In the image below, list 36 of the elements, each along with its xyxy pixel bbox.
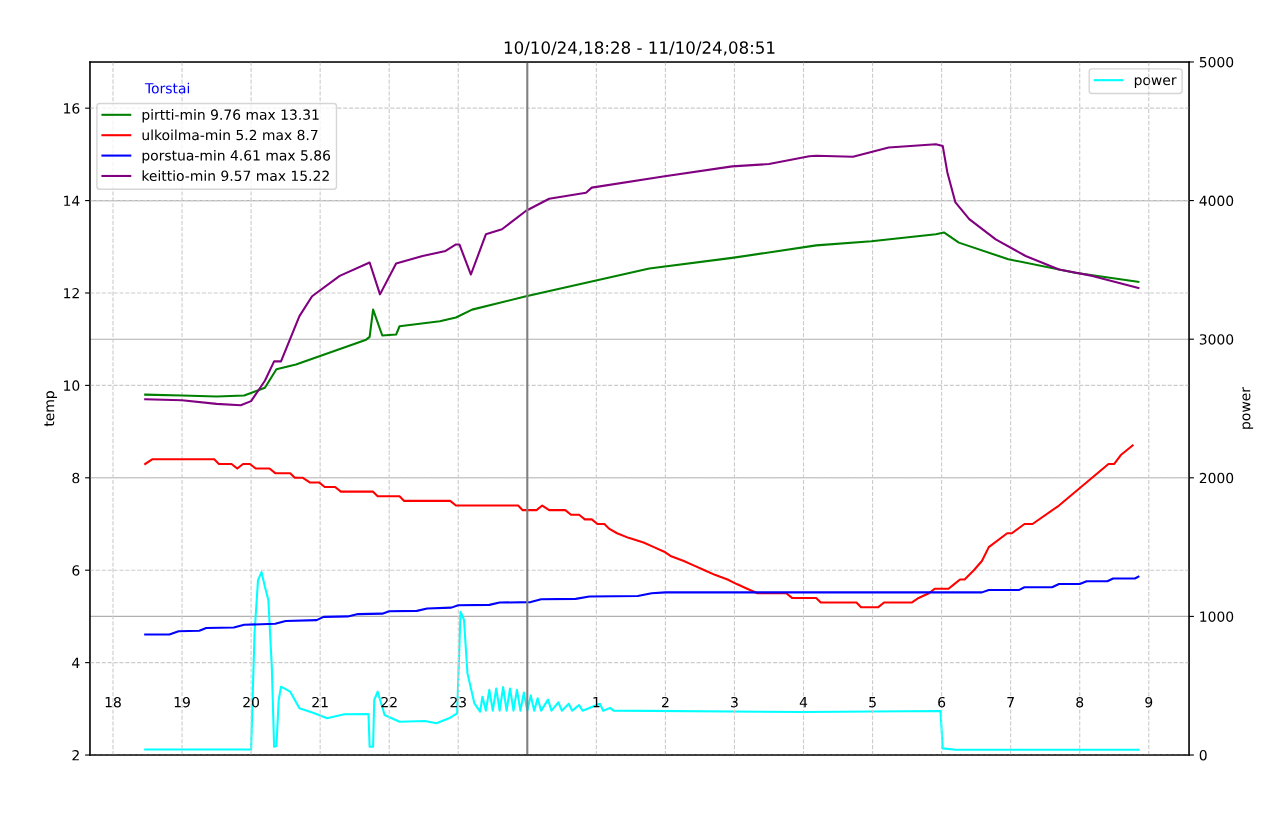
y-tick-label: 4 (72, 657, 80, 668)
x-tick-label: 1 (593, 697, 600, 708)
y2-tick-label: 4000 (1199, 195, 1234, 207)
legend-label: keittio-min 9.57 max 15.22 (142, 170, 329, 182)
y-axis-title: temp (44, 391, 58, 427)
y2-tick-label: 1000 (1200, 611, 1234, 622)
y-tick-label: 12 (64, 287, 79, 299)
annotation: Torstai (144, 82, 189, 94)
legend-label: ulkoilma-min 5.2 max 8.7 (142, 129, 318, 141)
x-tick-label: 22 (381, 696, 397, 708)
y2-axis-title: power (1242, 387, 1254, 429)
x-tick-label: 4 (799, 697, 808, 708)
y-tick-label: 6 (72, 565, 80, 576)
x-tick-label: 8 (1076, 696, 1084, 708)
x-tick-label: 5 (869, 697, 876, 708)
legend-label: pirtti-min 9.76 max 13.31 (142, 109, 319, 123)
y2-tick-label: 2000 (1199, 472, 1234, 484)
x-tick-label: 21 (312, 696, 328, 708)
y-tick-label: 16 (64, 103, 80, 114)
x-tick-label: 6 (938, 696, 946, 708)
y-tick-label: 8 (72, 472, 80, 484)
y2-tick-label: 5000 (1199, 56, 1234, 68)
x-tick-label: 18 (105, 696, 121, 708)
y-tick-label: 14 (64, 195, 80, 206)
x-tick-label: 3 (731, 696, 738, 708)
legend-label: porstua-min 4.61 max 5.86 (142, 149, 331, 164)
x-tick-label: 9 (1145, 696, 1153, 708)
y2-tick-label: 3000 (1199, 334, 1234, 345)
chart-title: 10/10/24,18:28 - 11/10/24,08:51 (504, 41, 775, 56)
x-tick-label: 2 (662, 696, 669, 708)
x-tick-label: 19 (174, 696, 190, 708)
x-tick-label: 7 (1007, 697, 1014, 708)
legend-label: power (1134, 77, 1177, 88)
y2-tick-label: 0 (1199, 749, 1207, 761)
y-tick-label: 10 (64, 380, 80, 391)
y-tick-label: 2 (72, 749, 79, 761)
